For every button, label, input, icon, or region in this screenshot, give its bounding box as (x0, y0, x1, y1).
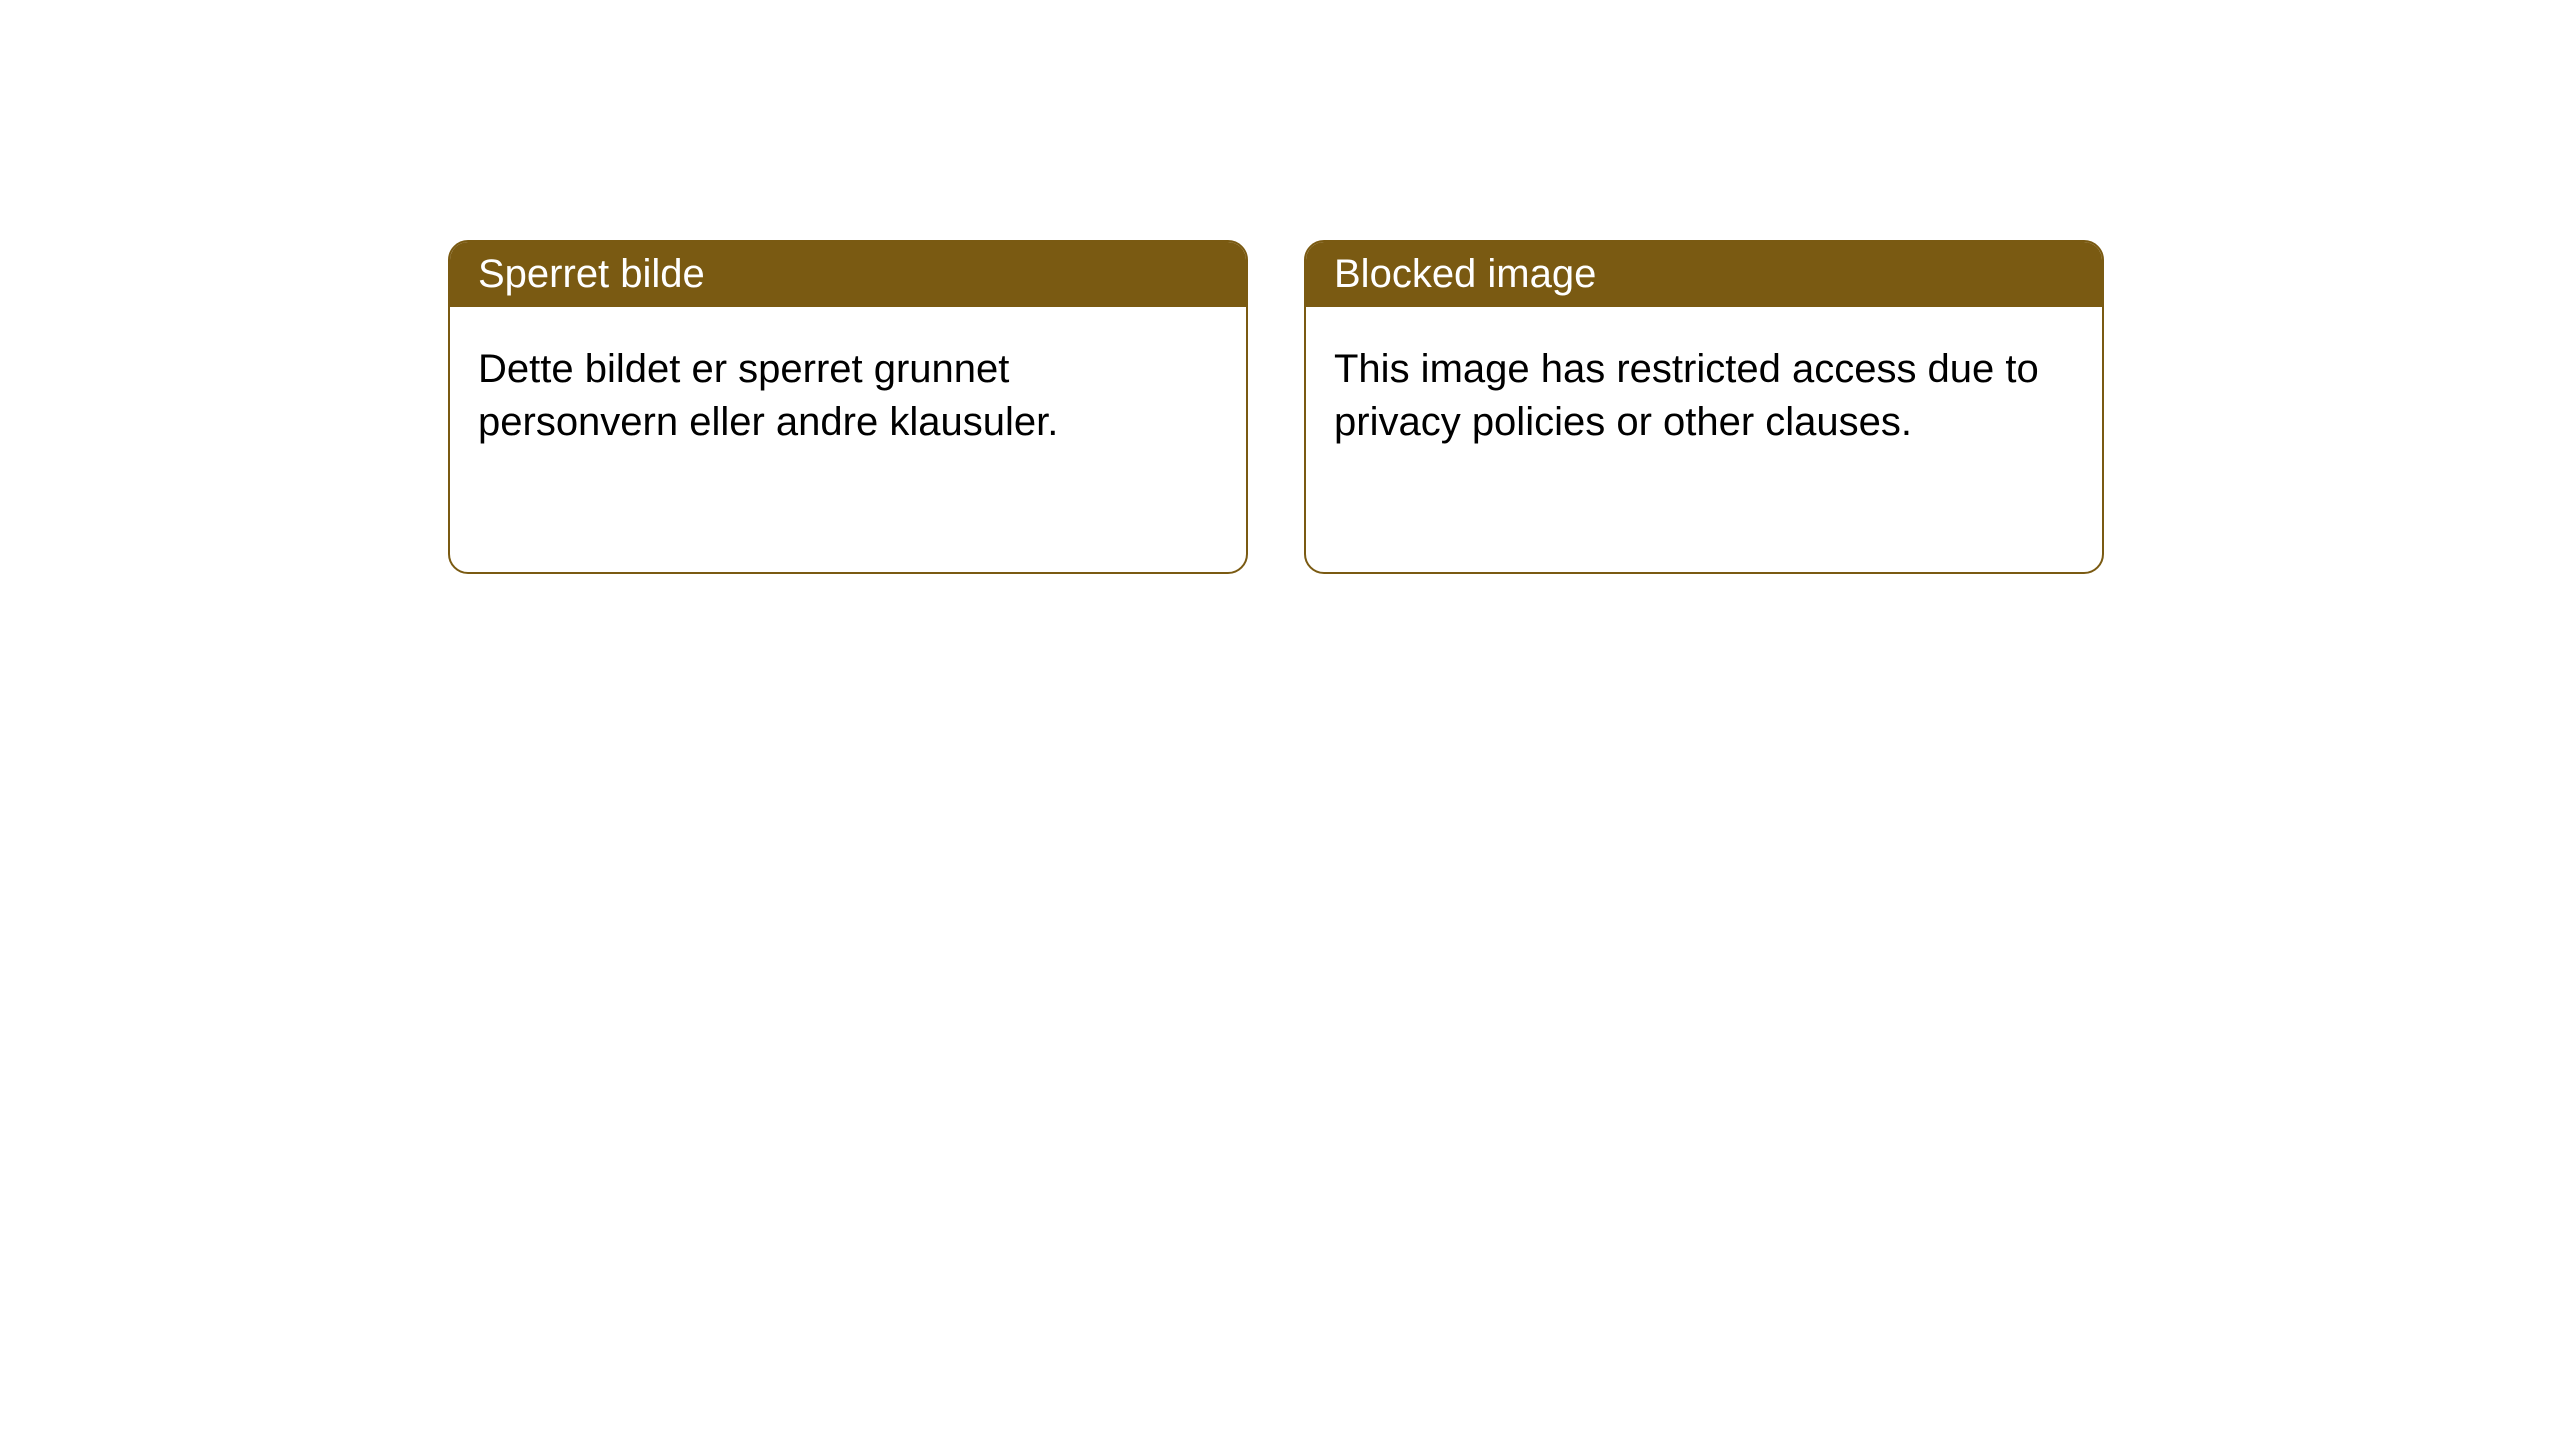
card-header: Sperret bilde (450, 242, 1246, 307)
card-body-text: Dette bildet er sperret grunnet personve… (478, 347, 1058, 444)
card-body-text: This image has restricted access due to … (1334, 347, 2039, 444)
card-body: Dette bildet er sperret grunnet personve… (450, 307, 1246, 485)
notice-card-norwegian: Sperret bilde Dette bildet er sperret gr… (448, 240, 1248, 574)
card-header: Blocked image (1306, 242, 2102, 307)
notice-card-english: Blocked image This image has restricted … (1304, 240, 2104, 574)
card-title: Blocked image (1334, 252, 1596, 296)
notice-container: Sperret bilde Dette bildet er sperret gr… (0, 0, 2560, 574)
card-body: This image has restricted access due to … (1306, 307, 2102, 485)
card-title: Sperret bilde (478, 252, 705, 296)
